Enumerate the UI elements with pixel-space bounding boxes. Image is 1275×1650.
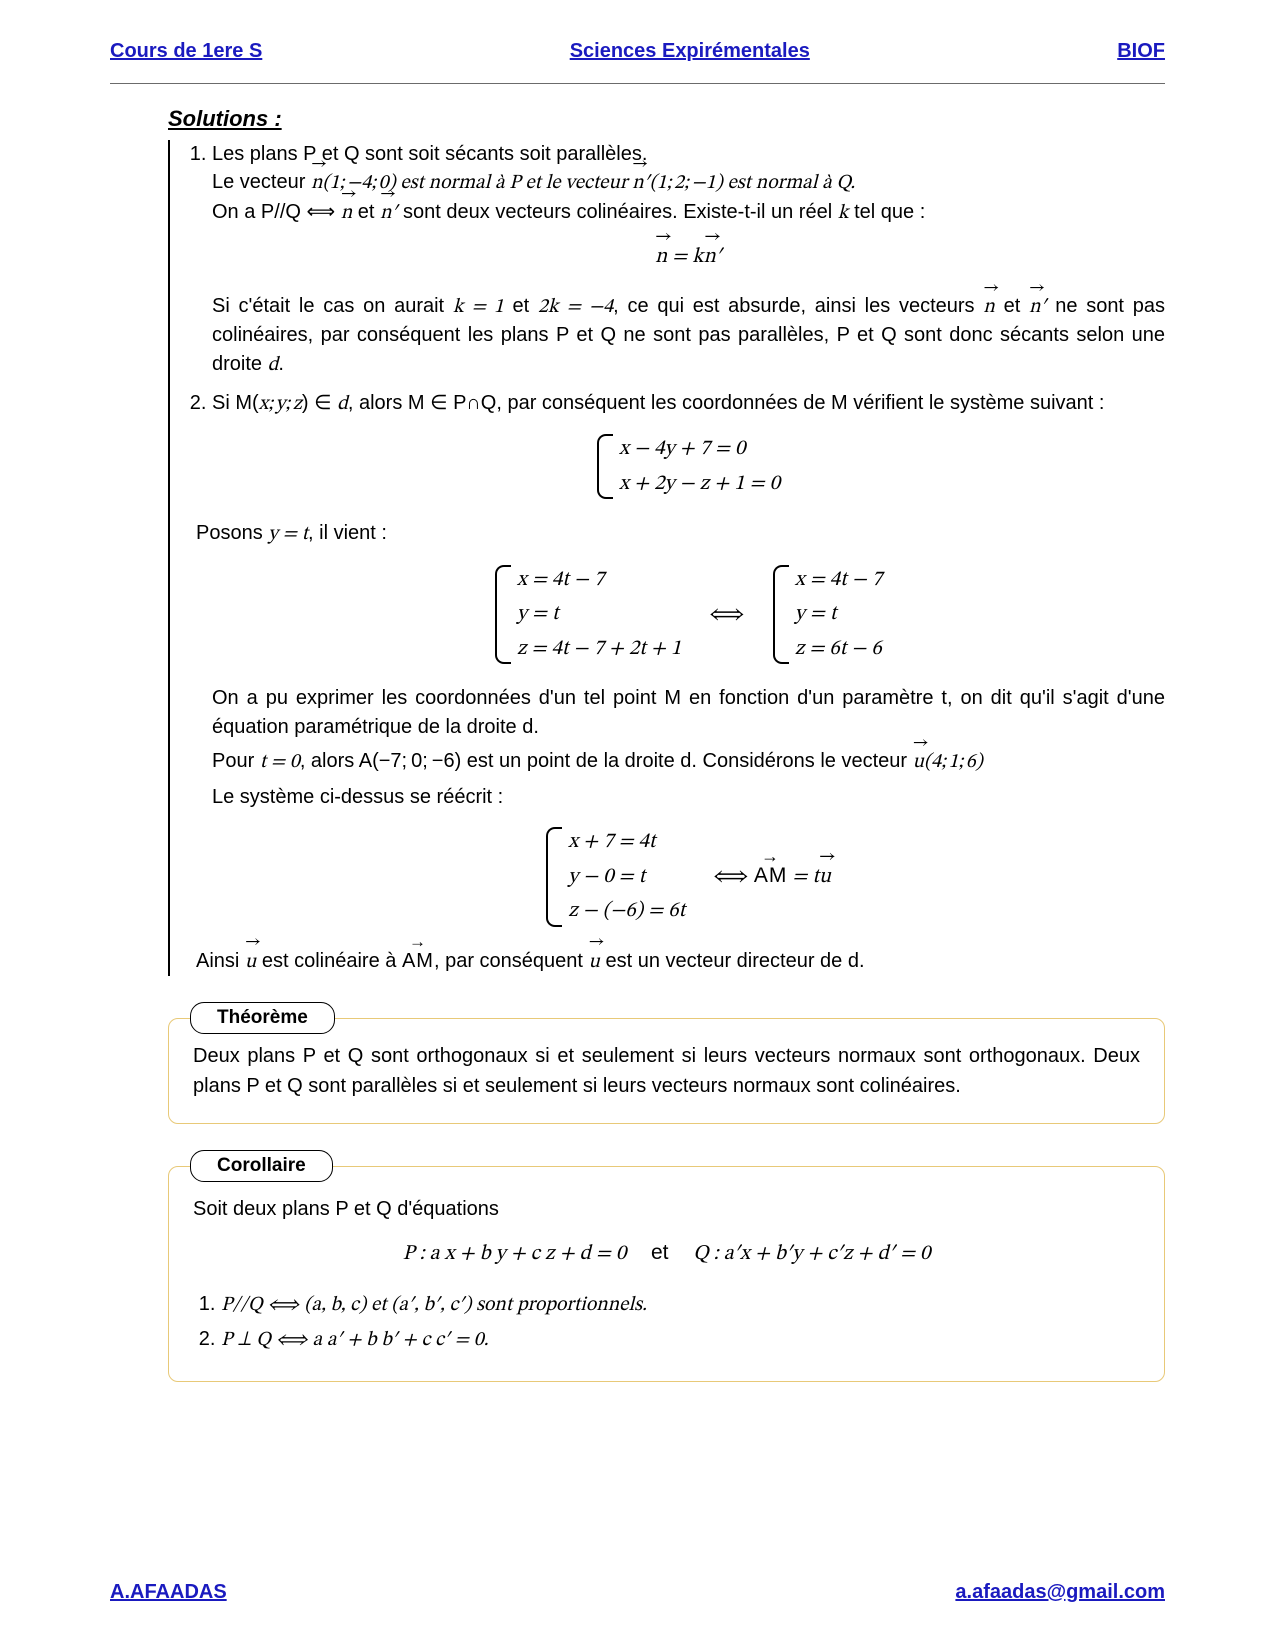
text: Les plans P et Q sont soit sécants soit … xyxy=(212,143,647,165)
text: On a P//Q ⟺ xyxy=(212,201,341,223)
text: , alors M ∈ P∩Q, par conséquent les coor… xyxy=(348,392,1105,414)
paragraph: On a pu exprimer les coordonnées d'un te… xyxy=(212,684,1165,741)
page-content: Solutions : Les plans P et Q sont soit s… xyxy=(168,106,1165,1382)
solution-item-1: Les plans P et Q sont soit sécants soit … xyxy=(212,140,1165,379)
corollary-block: Corollaire Soit deux plans P et Q d'équa… xyxy=(168,1150,1165,1382)
text: 2k = −4 xyxy=(538,297,613,317)
solutions-heading: Solutions : xyxy=(168,106,1165,132)
paragraph: Ainsi u est colinéaire à AM, par conséqu… xyxy=(196,947,1165,976)
text: . xyxy=(278,353,284,375)
text: sont deux vecteurs colinéaires. Existe-t… xyxy=(398,201,838,223)
system-2: x = 4t − 7 y = t z = 4t − 7 + 2t + 1 ⟺ x… xyxy=(212,563,1165,667)
header-center[interactable]: Sciences Expirémentales xyxy=(262,40,1117,63)
text: x; y; z xyxy=(259,394,302,414)
text: Si c'était le cas on aurait xyxy=(212,295,453,317)
page-header: Cours de 1ere S Sciences Expirémentales … xyxy=(110,40,1165,69)
solutions-list: Les plans P et Q sont soit sécants soit … xyxy=(186,140,1165,976)
header-rule xyxy=(110,83,1165,84)
solutions-block: Les plans P et Q sont soit sécants soit … xyxy=(168,140,1165,976)
text: y = t xyxy=(268,524,308,544)
text: tel que : xyxy=(849,201,926,223)
corollary-item-1: P//Q ⟺ (a, b, c) et (a′, b′, c′) sont pr… xyxy=(221,1289,1140,1320)
corollary-body: Soit deux plans P et Q d'équations P : a… xyxy=(168,1166,1165,1382)
theorem-block: Théorème Deux plans P et Q sont orthogon… xyxy=(168,1002,1165,1124)
text: , ce qui est absurde, ainsi les vecteurs xyxy=(613,295,983,317)
header-left[interactable]: Cours de 1ere S xyxy=(110,40,262,63)
corollary-equations: P : a x + b y + c z + d = 0 et Q : a′x +… xyxy=(193,1237,1140,1271)
text: Le vecteur xyxy=(212,171,311,193)
text: et xyxy=(504,295,538,317)
text: Posons xyxy=(196,522,268,544)
footer-email[interactable]: a.afaadas@gmail.com xyxy=(955,1581,1165,1604)
paragraph: Pour t = 0, alors A(−7; 0; −6) est un po… xyxy=(212,747,1165,776)
corollary-label: Corollaire xyxy=(190,1150,333,1182)
header-right[interactable]: BIOF xyxy=(1117,40,1165,63)
corollary-item-2: P ⊥ Q ⟺ a a′ + b b′ + c c′ = 0. xyxy=(221,1324,1140,1355)
solution-item-2: Si M(x; y; z) ∈ d, alors M ∈ P∩Q, par co… xyxy=(212,389,1165,976)
text: Si M( xyxy=(212,392,259,414)
paragraph: Le système ci-dessus se réécrit : xyxy=(212,783,1165,811)
theorem-label: Théorème xyxy=(190,1002,335,1034)
equation-n-eq-kn: n = kn′ xyxy=(212,241,1165,274)
text: k = 1 xyxy=(453,297,504,317)
text: et xyxy=(352,201,380,223)
page-footer: A.AFAADAS a.afaadas@gmail.com xyxy=(110,1581,1165,1604)
text: et xyxy=(995,295,1029,317)
system-1: x − 4y + 7 = 0 x + 2y − z + 1 = 0 xyxy=(212,432,1165,501)
text: ) ∈ xyxy=(302,392,337,414)
text: , il vient : xyxy=(308,522,387,544)
footer-author[interactable]: A.AFAADAS xyxy=(110,1581,227,1604)
corollary-list: P//Q ⟺ (a, b, c) et (a′, b′, c′) sont pr… xyxy=(193,1289,1140,1355)
text: (1; −4; 0) est normal à P et le vecteur xyxy=(322,173,632,193)
corollary-intro: Soit deux plans P et Q d'équations xyxy=(193,1195,1140,1223)
text: (1; 2; −1) est normal à Q. xyxy=(650,173,856,193)
system-3: x + 7 = 4t y − 0 = t z − (−6) = 6t ⟺ AM … xyxy=(212,825,1165,929)
